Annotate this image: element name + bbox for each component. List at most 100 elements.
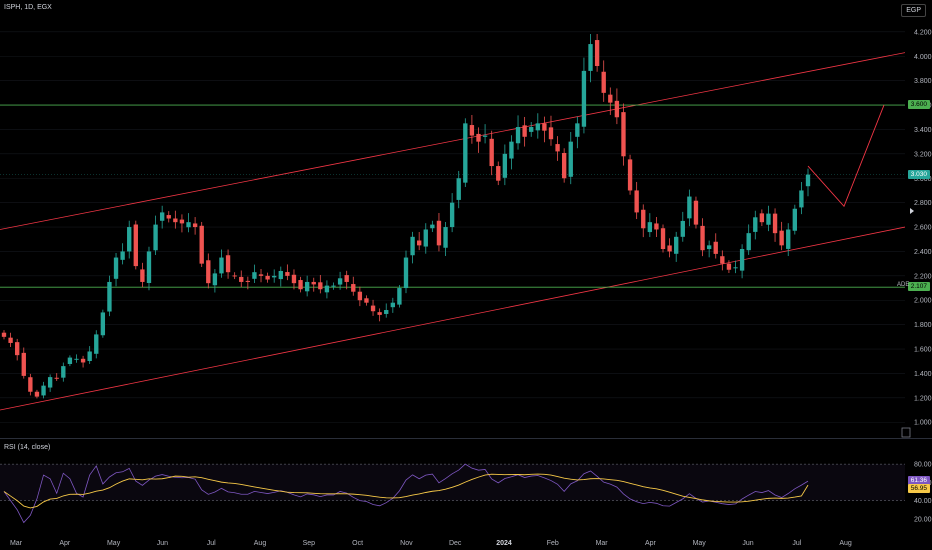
resistance-badge: 3.600 (907, 100, 930, 110)
candle-body (713, 241, 718, 254)
price-tick-label: 3.400 (914, 127, 932, 134)
candle-body (337, 278, 343, 285)
price-tick-label: 2.400 (914, 249, 932, 256)
price-tick-label: 2.800 (914, 200, 932, 207)
support-badge: 2.107 (907, 282, 930, 292)
time-tick-label: 2024 (496, 540, 512, 547)
candle-body (687, 196, 692, 219)
price-channel (0, 52, 906, 411)
time-tick-label: Jul (792, 540, 801, 547)
candle-body (805, 174, 811, 187)
candle-body (601, 71, 606, 93)
candle-body (127, 227, 132, 252)
candle-body (502, 153, 508, 178)
candle-body (94, 334, 99, 354)
candle-body (291, 274, 297, 284)
candle-body (74, 358, 79, 360)
candle-body (509, 141, 514, 159)
candle-body (252, 272, 257, 279)
price-tick-label: 4.000 (914, 54, 932, 61)
candle-body (693, 200, 699, 225)
candle-body (390, 302, 395, 308)
candle-body (621, 112, 626, 157)
rsi-value-badge: 61.36 (907, 476, 930, 486)
candle-body (700, 225, 705, 251)
candle-body (529, 127, 534, 132)
candle-body (212, 273, 218, 286)
horizontal-levels (0, 104, 905, 288)
last-price-badge: 3.030 (907, 169, 930, 179)
candle-body (654, 223, 659, 230)
time-tick-label: Mar (10, 540, 23, 547)
candle-body (786, 229, 791, 249)
candle-body (772, 213, 778, 234)
candle-body (370, 305, 376, 312)
candle-body (542, 123, 547, 131)
channel-lower-line (0, 226, 906, 411)
candle-body (489, 138, 494, 167)
candle-body (364, 298, 369, 303)
symbol-title[interactable]: ISPH, 1D, EGX (4, 4, 52, 11)
price-tick-label: 1.400 (914, 371, 932, 378)
candle-body (799, 190, 804, 208)
candle-body (107, 281, 112, 312)
candle-body (179, 219, 185, 224)
candle-body (8, 337, 13, 343)
candle-body (258, 274, 264, 276)
candle-body (265, 275, 270, 280)
candle-body (469, 125, 475, 136)
candle-body (47, 377, 53, 388)
candle-body (608, 94, 613, 103)
candle-body (1, 332, 7, 337)
candle-body (594, 40, 600, 67)
candle-body (674, 236, 679, 254)
candle-body (186, 222, 191, 228)
time-tick-label: Nov (400, 540, 413, 547)
candle-body (522, 125, 527, 137)
price-tick-label: 2.000 (914, 298, 932, 305)
candle-body (344, 275, 349, 282)
candle-body (739, 249, 745, 271)
scale-mode-icon[interactable] (901, 427, 911, 438)
support-tag: ADE (897, 282, 910, 289)
rsi-title[interactable]: RSI (14, close) (4, 444, 51, 451)
candle-body (15, 342, 20, 356)
currency-button[interactable]: EGP (901, 4, 926, 17)
price-tick-label: 3.200 (914, 151, 932, 158)
time-tick-label: Jul (207, 540, 216, 547)
time-tick-label: Apr (59, 540, 71, 547)
candle-body (159, 212, 165, 221)
candle-body (225, 255, 231, 273)
candle-body (304, 281, 310, 292)
time-tick-label: Sep (303, 540, 316, 547)
candle-body (298, 280, 303, 290)
candle-body (463, 123, 468, 183)
candle-body (34, 391, 40, 397)
candle-body (726, 263, 732, 270)
candle-body (555, 144, 560, 152)
price-tick-label: 3.000 (914, 176, 932, 183)
candle-body (627, 159, 633, 191)
candle-body (146, 251, 152, 283)
time-tick-label: Aug (254, 540, 267, 547)
rsi-band (0, 464, 905, 501)
candle-body (581, 70, 587, 127)
candle-body (311, 281, 316, 285)
price-tick-label: 1.000 (914, 420, 932, 427)
candle-body (759, 213, 765, 223)
candle-body (575, 123, 580, 137)
candle-body (239, 276, 244, 282)
candle-body (443, 227, 448, 248)
time-axis: Mar Apr May Jun Jul Aug Sep Oct Nov Dec 2024 Feb Mar… (10, 540, 852, 547)
projection-path (807, 104, 885, 208)
candle-body (588, 44, 593, 71)
time-tick-label: Oct (352, 540, 363, 547)
candle-body (87, 351, 92, 362)
time-tick-label: Jun (157, 540, 168, 547)
price-tick-label: 1.600 (914, 347, 932, 354)
time-tick-label: Mar (596, 540, 609, 547)
price-tick-label: 1.800 (914, 322, 932, 329)
candle-body (397, 288, 402, 305)
candle-body (21, 352, 26, 376)
